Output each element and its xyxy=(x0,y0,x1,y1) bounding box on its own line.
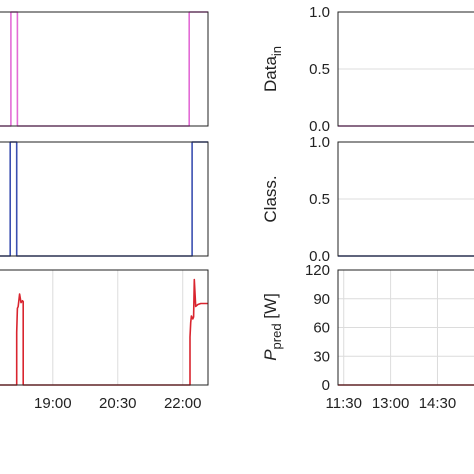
y-tick-label: 30 xyxy=(313,348,330,365)
panel-right-data-in: 0.0 0.5 1.0 Datain xyxy=(261,4,474,135)
axes-frame xyxy=(337,11,474,127)
axes-frame xyxy=(0,141,209,257)
y-tick-label: 90 xyxy=(313,291,330,308)
y-tick-label: 60 xyxy=(313,320,330,337)
y-axis-label: Ppred [W] xyxy=(261,293,284,361)
y-tick-label: 0.0 xyxy=(309,248,330,265)
panel-left-data-in xyxy=(0,11,209,127)
left-class-series-line xyxy=(0,141,208,257)
x-tick-label: 11:30 xyxy=(326,395,362,412)
y-axis-label: Class. xyxy=(261,175,280,222)
y-tick-label: 0.0 xyxy=(309,118,330,135)
y-tick-label: 0.5 xyxy=(309,191,330,208)
y-axis-label: Datain xyxy=(261,46,284,92)
y-tick-label: 1.0 xyxy=(309,134,330,151)
panel-right-class: 0.0 0.5 1.0 Class. xyxy=(261,134,474,265)
panel-right-p-pred: 11:30 13:00 14:30 0 30 60 90 120 Ppred [W] xyxy=(261,262,474,412)
axes-frame xyxy=(337,269,474,386)
y-axis-label-main: Class. xyxy=(261,175,280,222)
x-tick-label: 20:30 xyxy=(99,395,137,412)
x-tick-label: 14:30 xyxy=(419,395,457,412)
x-tick-label: 22:00 xyxy=(164,395,202,412)
left-data-in-series-line xyxy=(0,11,208,127)
x-tick-label: 13:00 xyxy=(372,395,410,412)
axes-frame xyxy=(0,269,209,386)
y-axis-label-main: P xyxy=(261,349,280,361)
axes-frame xyxy=(337,141,474,257)
right-panels: 0.0 0.5 1.0 Datain 0.0 0.5 1.0 Class. 11:30 13:… xyxy=(261,4,474,412)
y-axis-label-main: Data xyxy=(261,56,280,92)
y-tick-label: 1.0 xyxy=(309,4,330,21)
y-tick-label: 0.5 xyxy=(309,61,330,78)
y-axis-label-sub: pred xyxy=(269,323,284,349)
y-tick-label: 120 xyxy=(305,262,330,279)
axes-frame xyxy=(0,11,209,127)
left-p-pred-series-line xyxy=(0,278,208,386)
x-tick-label: 19:00 xyxy=(34,395,72,412)
y-tick-label: 0 xyxy=(322,377,330,394)
y-axis-label-unit: [W] xyxy=(261,293,280,323)
panel-left-class xyxy=(0,141,209,257)
y-axis-label-sub: in xyxy=(269,46,284,56)
